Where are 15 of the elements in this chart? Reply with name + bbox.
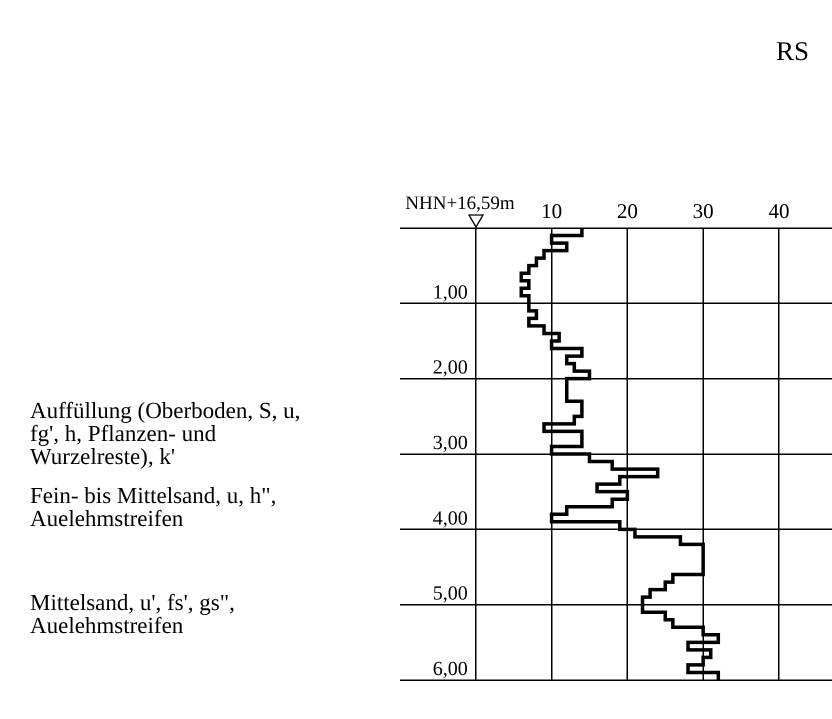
text: Mittelsand, u', fs', gs", Auelehmstreifen: [30, 590, 236, 638]
y-tick-label: 2,00: [432, 356, 468, 379]
y-tick-label: 6,00: [432, 658, 468, 680]
x-tick-label: 40: [768, 198, 790, 223]
x-tick-label: 10: [541, 198, 562, 223]
text: Fein- bis Mittelsand, u, h", Auelehmstreifen: [30, 483, 278, 531]
y-tick-label: 3,00: [432, 432, 468, 454]
text: NHN+16,59m: [404, 192, 516, 215]
y-tick-label: 5,00: [432, 582, 468, 605]
x-tick-label: 30: [692, 198, 714, 223]
y-tick-label: 1,00: [432, 281, 468, 304]
text: Auffüllung (Oberboden, S, u, fg', h, Pflanzen- und Wurzelreste), k': [30, 398, 302, 469]
x-tick-label: 20: [616, 198, 638, 223]
y-tick-label: 4,00: [432, 507, 468, 530]
text: RS: [776, 36, 810, 66]
